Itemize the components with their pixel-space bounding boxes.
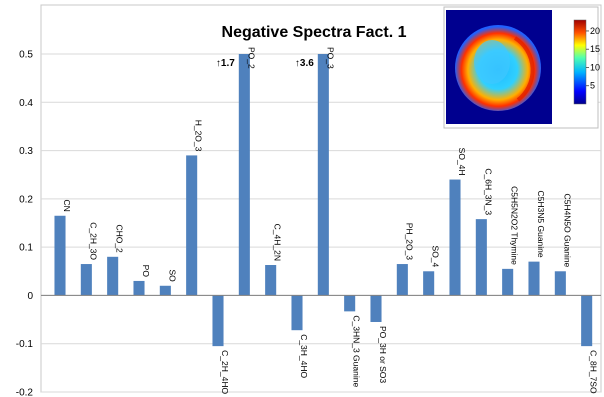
x-category-label: SO_4H: [457, 148, 467, 176]
y-tick-label: 0.4: [19, 98, 33, 109]
x-category-label: C_6H_3N_3: [483, 168, 493, 215]
bar: [238, 54, 250, 296]
bar: [475, 219, 487, 296]
colorbar-ticks: 20 15 10 5: [586, 26, 600, 91]
x-category-label: PO_3H or SO3: [378, 326, 388, 383]
x-category-label: C5H5N2O2 Thymine: [510, 186, 520, 265]
bar: [317, 54, 329, 296]
bar: [159, 285, 171, 296]
chart-title: Negative Spectra Fact. 1: [222, 24, 407, 41]
bar: [370, 295, 382, 322]
colorbar-tick-label: 15: [590, 44, 600, 54]
x-axis-labels: CN C_2H_3O CHO_2 PO SO H_2O_3 C_2H_4HO PO_2 C_4H…: [62, 47, 599, 394]
bar: [212, 295, 224, 347]
colorbar-tick-label: 20: [590, 26, 600, 36]
y-tick-label: 0.1: [19, 243, 33, 254]
bar: [133, 280, 145, 296]
x-category-label: CHO_2: [115, 224, 125, 253]
x-category-label: C5H4N5O Guanine: [562, 194, 572, 268]
x-category-label: H_2O_3: [194, 120, 204, 152]
bar: [291, 295, 303, 331]
y-tick-label: 0: [27, 291, 33, 302]
inset-image: 20 15 10 5: [443, 6, 600, 129]
colorbar: [573, 19, 587, 105]
bar: [186, 155, 198, 296]
bar: [80, 264, 92, 296]
x-category-label: C_3HN_3 Guanine: [352, 315, 362, 387]
bar-annotation: ↑1.7: [216, 58, 235, 69]
x-category-label: C_8H_7SO: [589, 350, 599, 394]
bar: [581, 295, 593, 347]
bars: [54, 54, 593, 347]
bar: [54, 215, 66, 296]
x-category-label: PH_2O_3: [404, 223, 414, 261]
y-axis-ticks: 0.5 0.4 0.3 0.2 0.1 0 -0.1 -0.2: [16, 50, 34, 397]
bar: [423, 271, 435, 296]
x-category-label: CN: [62, 199, 72, 211]
x-category-label: SO: [167, 269, 177, 282]
bar: [502, 268, 514, 296]
x-category-label: PO_2: [246, 47, 256, 69]
y-tick-label: 0.2: [19, 194, 33, 205]
x-category-label: PO_3: [325, 47, 335, 69]
y-tick-label: -0.2: [16, 388, 34, 397]
bar-annotation: ↑3.6: [295, 58, 314, 69]
bar: [449, 179, 461, 296]
y-tick-label: 0.5: [19, 50, 33, 61]
x-category-label: C5H3N5 Guanine: [536, 191, 546, 258]
y-tick-label: 0.3: [19, 146, 33, 157]
colorbar-tick-label: 5: [590, 81, 595, 91]
annotations: ↑1.7 ↑3.6: [216, 58, 314, 69]
bar: [107, 256, 119, 296]
bar: [396, 264, 408, 296]
bar: [554, 271, 566, 296]
colorbar-tick-label: 10: [590, 62, 600, 72]
x-category-label: PO: [141, 265, 151, 278]
y-tick-label: -0.1: [16, 339, 34, 350]
x-category-label: SO_4: [431, 246, 441, 268]
x-category-label: C_3H_4HO: [299, 334, 309, 378]
bar: [528, 261, 540, 296]
x-category-label: C_4H_2N: [273, 224, 283, 261]
bar: [265, 265, 277, 296]
bar: [344, 295, 356, 312]
x-category-label: C_2H_3O: [88, 222, 98, 260]
x-category-label: C_2H_4HO: [220, 350, 230, 394]
